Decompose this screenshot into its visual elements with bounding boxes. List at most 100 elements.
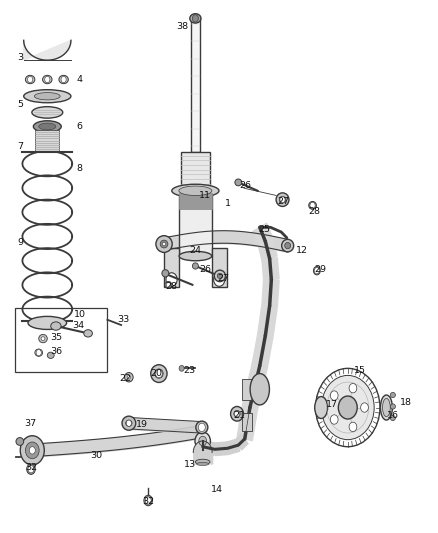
Ellipse shape xyxy=(33,121,61,132)
Bar xyxy=(179,193,212,209)
Text: 22: 22 xyxy=(120,374,131,383)
Ellipse shape xyxy=(314,266,320,275)
Text: 16: 16 xyxy=(387,411,399,420)
Text: 27: 27 xyxy=(277,197,290,206)
Bar xyxy=(242,413,252,431)
Ellipse shape xyxy=(122,416,136,430)
Polygon shape xyxy=(253,223,272,246)
Ellipse shape xyxy=(235,179,242,186)
Ellipse shape xyxy=(41,337,45,341)
Circle shape xyxy=(28,465,34,473)
Polygon shape xyxy=(226,439,240,454)
Ellipse shape xyxy=(217,273,223,279)
Polygon shape xyxy=(24,41,71,60)
Ellipse shape xyxy=(285,243,291,249)
Ellipse shape xyxy=(126,420,132,426)
Text: 36: 36 xyxy=(50,346,62,356)
Ellipse shape xyxy=(390,404,396,409)
Ellipse shape xyxy=(32,107,63,118)
Text: 4: 4 xyxy=(77,75,82,84)
Circle shape xyxy=(330,415,338,424)
Text: 27: 27 xyxy=(217,274,229,283)
Ellipse shape xyxy=(309,201,316,209)
Ellipse shape xyxy=(162,243,166,246)
Ellipse shape xyxy=(214,270,226,281)
Circle shape xyxy=(25,442,39,459)
Circle shape xyxy=(234,410,240,417)
Text: 25: 25 xyxy=(258,225,270,235)
Ellipse shape xyxy=(24,90,71,103)
Ellipse shape xyxy=(195,459,210,464)
Polygon shape xyxy=(258,239,277,261)
Circle shape xyxy=(330,391,338,400)
Text: 28: 28 xyxy=(309,207,321,216)
Text: 26: 26 xyxy=(240,181,251,190)
Bar xyxy=(191,19,200,151)
Ellipse shape xyxy=(35,93,60,100)
Text: 21: 21 xyxy=(233,411,246,420)
Circle shape xyxy=(316,368,380,447)
Ellipse shape xyxy=(151,365,167,383)
Circle shape xyxy=(338,396,357,419)
Ellipse shape xyxy=(47,352,54,358)
Text: 13: 13 xyxy=(184,461,196,470)
Ellipse shape xyxy=(25,75,35,84)
Polygon shape xyxy=(258,304,277,337)
Bar xyxy=(15,308,107,372)
Circle shape xyxy=(166,273,177,286)
Text: 1: 1 xyxy=(225,199,230,208)
Ellipse shape xyxy=(162,270,169,277)
Polygon shape xyxy=(262,279,279,306)
Text: 20: 20 xyxy=(151,369,163,378)
Ellipse shape xyxy=(28,317,67,329)
Text: 15: 15 xyxy=(354,367,366,375)
Text: 3: 3 xyxy=(18,53,24,62)
Circle shape xyxy=(45,76,50,83)
Text: 32: 32 xyxy=(25,463,37,472)
Ellipse shape xyxy=(390,415,396,421)
Polygon shape xyxy=(262,258,279,280)
Text: 8: 8 xyxy=(77,164,82,173)
Text: 37: 37 xyxy=(24,419,36,427)
Circle shape xyxy=(360,403,368,412)
Text: 6: 6 xyxy=(77,122,82,131)
Text: 33: 33 xyxy=(117,316,130,324)
Circle shape xyxy=(280,197,285,203)
Ellipse shape xyxy=(315,397,328,418)
Text: 28: 28 xyxy=(166,282,178,291)
Ellipse shape xyxy=(156,236,172,253)
Ellipse shape xyxy=(172,184,219,197)
Ellipse shape xyxy=(195,432,210,450)
Text: 14: 14 xyxy=(211,485,223,494)
Ellipse shape xyxy=(84,330,92,337)
Circle shape xyxy=(61,76,66,83)
Circle shape xyxy=(145,497,151,504)
Circle shape xyxy=(29,447,35,454)
Polygon shape xyxy=(243,386,261,410)
Circle shape xyxy=(126,420,131,426)
Ellipse shape xyxy=(179,366,184,371)
Ellipse shape xyxy=(42,75,52,84)
Text: 30: 30 xyxy=(91,451,103,460)
Text: 29: 29 xyxy=(314,264,326,273)
Ellipse shape xyxy=(27,464,35,474)
Ellipse shape xyxy=(155,369,163,378)
Bar xyxy=(179,191,212,256)
Circle shape xyxy=(166,282,170,287)
Ellipse shape xyxy=(250,374,269,405)
Text: 11: 11 xyxy=(199,191,211,200)
Ellipse shape xyxy=(382,398,390,417)
Ellipse shape xyxy=(230,407,244,421)
Ellipse shape xyxy=(144,495,152,506)
Ellipse shape xyxy=(276,193,289,206)
Ellipse shape xyxy=(127,375,131,379)
Circle shape xyxy=(314,268,319,274)
Ellipse shape xyxy=(124,373,133,382)
Ellipse shape xyxy=(234,410,240,417)
Text: 17: 17 xyxy=(325,400,337,409)
Ellipse shape xyxy=(179,186,212,196)
Ellipse shape xyxy=(196,421,208,434)
Bar xyxy=(242,379,252,400)
Bar xyxy=(164,248,179,287)
Ellipse shape xyxy=(16,438,24,446)
